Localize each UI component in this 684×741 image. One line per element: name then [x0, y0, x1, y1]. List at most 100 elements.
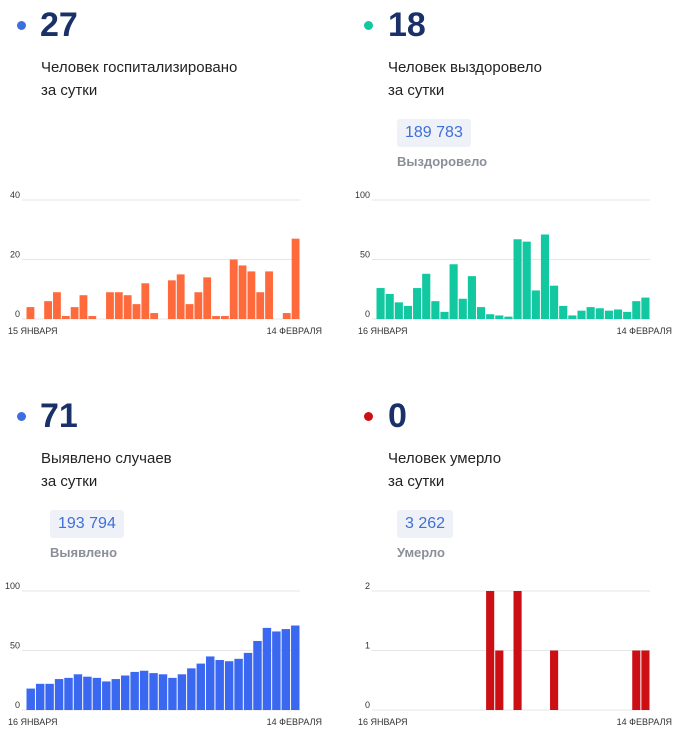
bar [215, 660, 224, 710]
bar [212, 316, 220, 319]
bar [132, 304, 141, 319]
bar [632, 301, 641, 319]
y-tick-label: 50 [10, 641, 20, 651]
bar [504, 316, 513, 319]
detected-dot [17, 412, 26, 421]
bar [577, 310, 586, 319]
bar [123, 295, 132, 319]
bar [632, 650, 641, 710]
bar [61, 316, 70, 319]
bar [559, 305, 568, 319]
recovered-chart: 0 50 100 16 ЯНВАРЯ 14 ФЕВРАЛЯ [355, 190, 672, 336]
x-end-date-label: 14 ФЕВРАЛЯ [617, 717, 672, 727]
detected-label-line2: за сутки [41, 473, 98, 490]
detected-label-line1: Выявлено случаев [41, 450, 172, 467]
bar [196, 663, 206, 710]
x-start-date-label: 15 ЯНВАРЯ [8, 326, 58, 336]
y-tick-label: 0 [15, 700, 20, 710]
bar [272, 631, 281, 710]
detected-value: 71 [40, 397, 78, 435]
bar [422, 273, 431, 319]
x-start-date-label: 16 ЯНВАРЯ [8, 717, 58, 727]
bar [458, 298, 467, 319]
bar [476, 307, 486, 319]
bar [522, 241, 531, 319]
bar [253, 640, 262, 710]
bar [26, 688, 35, 710]
bar [79, 295, 88, 319]
bar [403, 305, 413, 319]
bar [550, 285, 559, 319]
bar [495, 650, 504, 710]
deaths-total-label: Умерло [397, 545, 445, 560]
bar [568, 315, 577, 319]
bar [291, 625, 300, 710]
bar [595, 308, 604, 319]
y-tick-label: 2 [365, 581, 370, 591]
hospitalized-value: 27 [40, 6, 78, 44]
deaths-chart: 0 1 2 16 ЯНВАРЯ 14 ФЕВРАЛЯ [358, 581, 672, 727]
bar [613, 309, 623, 319]
bar [550, 650, 559, 710]
y-tick-label: 100 [355, 190, 370, 200]
bar [229, 259, 238, 319]
bar [44, 301, 53, 319]
bar [413, 288, 422, 319]
deaths-label-line1: Человек умерло [388, 450, 502, 467]
bar [449, 264, 458, 319]
bar [92, 677, 102, 710]
x-start-date-label: 16 ЯНВАРЯ [358, 326, 408, 336]
bar [262, 627, 272, 710]
bar [243, 652, 253, 710]
bar [486, 591, 495, 710]
bar [641, 297, 650, 319]
bar [111, 679, 120, 710]
hospitalized-dot [17, 21, 26, 30]
bar [158, 674, 168, 710]
bar [70, 307, 79, 319]
y-tick-label: 20 [10, 250, 20, 260]
recovered-total: 189 783 [397, 119, 471, 147]
bar [206, 656, 215, 710]
recovered-total-label: Выздоровело [397, 154, 488, 169]
bar [385, 294, 394, 319]
bar [641, 650, 650, 710]
bar [265, 271, 273, 319]
bar [120, 675, 130, 710]
bar [376, 288, 385, 319]
bar [141, 283, 150, 319]
hospitalized-label-line1: Человек госпитализировано [41, 59, 238, 76]
x-end-date-label: 14 ФЕВРАЛЯ [267, 717, 322, 727]
recovered-label-line2: за сутки [388, 82, 445, 99]
bar [26, 307, 35, 319]
bar [130, 671, 139, 710]
bar [291, 238, 300, 319]
bar [495, 315, 504, 319]
detected-total: 193 794 [50, 510, 124, 538]
bar [45, 683, 54, 710]
y-tick-label: 1 [365, 641, 370, 651]
y-tick-label: 40 [10, 190, 20, 200]
hospitalized-chart: 0 20 40 15 ЯНВАРЯ 14 ФЕВРАЛЯ [8, 190, 322, 336]
bar [53, 292, 61, 319]
bar [203, 277, 212, 319]
bar [194, 292, 203, 319]
bar [394, 302, 403, 319]
bar [513, 239, 522, 319]
bar [139, 670, 149, 710]
bar [88, 316, 97, 319]
bar [220, 316, 229, 319]
y-tick-label: 50 [360, 250, 370, 260]
bar [106, 292, 114, 319]
detected-total-label: Выявлено [50, 545, 118, 560]
bar [282, 313, 291, 319]
bar [167, 280, 176, 319]
y-tick-label: 0 [15, 309, 20, 319]
bar [187, 668, 196, 710]
deaths-label-line2: за сутки [388, 473, 445, 490]
recovered-dot [364, 21, 373, 30]
bar [467, 276, 476, 319]
y-tick-label: 100 [5, 581, 20, 591]
bar [114, 292, 123, 319]
bar [431, 301, 440, 319]
